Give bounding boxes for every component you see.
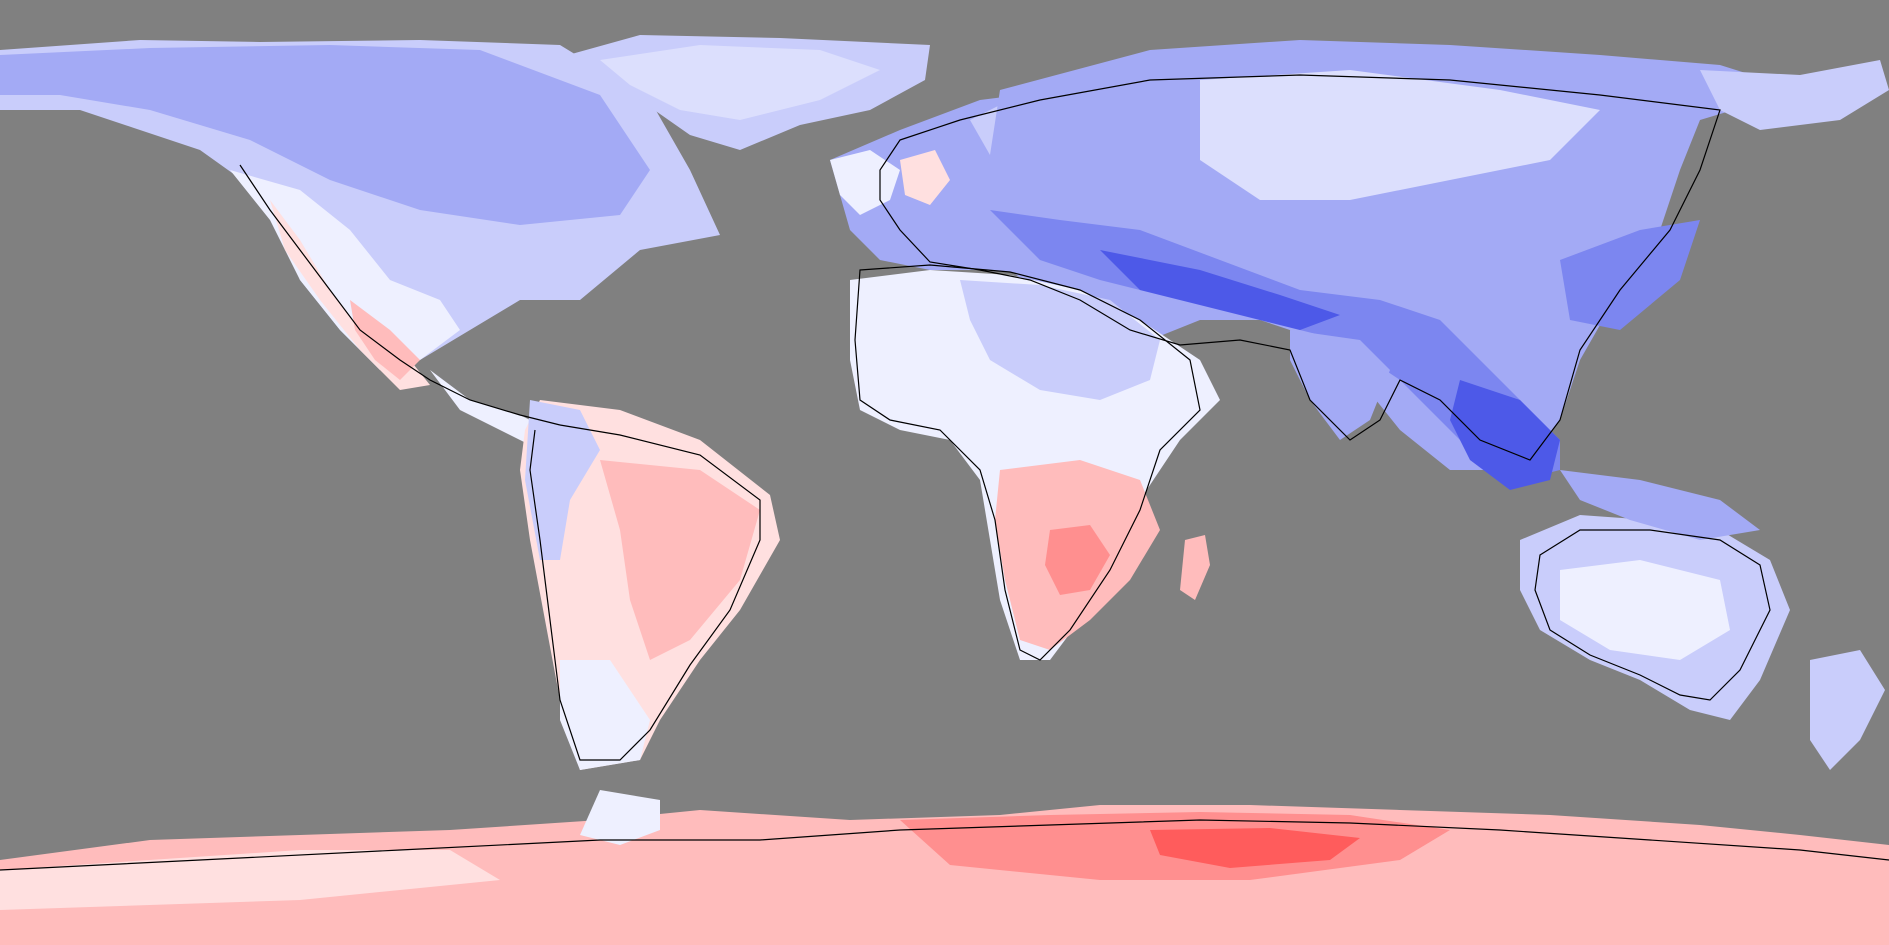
greenland-interior bbox=[600, 45, 880, 120]
himalaya-very-cold bbox=[1100, 250, 1340, 330]
north-africa-cool bbox=[960, 280, 1160, 400]
coastline-eurasia bbox=[879, 74, 1721, 461]
brazil-warm bbox=[600, 460, 760, 660]
southeast-asia-very-cold bbox=[1450, 380, 1560, 490]
antarctic-peninsula bbox=[580, 790, 660, 845]
east-antarctica-hot bbox=[1150, 828, 1360, 868]
coastline-north-america bbox=[239, 164, 561, 426]
antarctica-coast-pale bbox=[0, 850, 500, 910]
central-america bbox=[430, 370, 550, 445]
oceania bbox=[1520, 470, 1885, 770]
india bbox=[1290, 330, 1390, 440]
british-isles bbox=[900, 150, 950, 205]
asia-land bbox=[980, 40, 1800, 470]
africa bbox=[850, 270, 1220, 660]
coastline-australia bbox=[1534, 529, 1771, 701]
south-america-cool-west bbox=[525, 400, 600, 560]
mexico-warm bbox=[350, 300, 420, 380]
north-america bbox=[0, 40, 720, 390]
maritime-se-asia bbox=[1560, 470, 1760, 540]
coastline-antarctica bbox=[0, 819, 1889, 871]
new-zealand bbox=[1810, 650, 1885, 770]
australia-center bbox=[1560, 560, 1730, 660]
eastern-siberia bbox=[1700, 60, 1889, 130]
siberia-cool bbox=[1200, 70, 1600, 200]
coastline-africa bbox=[854, 264, 1201, 661]
madagascar bbox=[1180, 535, 1210, 600]
southern-africa-hot bbox=[1045, 525, 1110, 595]
north-america-neutral bbox=[230, 170, 460, 370]
north-america-cool-zone bbox=[0, 45, 650, 225]
south-america bbox=[430, 370, 780, 770]
western-us-warm bbox=[270, 200, 430, 390]
antarctica bbox=[0, 790, 1889, 945]
coastlines bbox=[0, 74, 1889, 871]
east-asia bbox=[1560, 220, 1700, 330]
patagonia-cool bbox=[560, 660, 650, 770]
coastline-south-america bbox=[529, 424, 761, 761]
asia bbox=[980, 40, 1889, 490]
